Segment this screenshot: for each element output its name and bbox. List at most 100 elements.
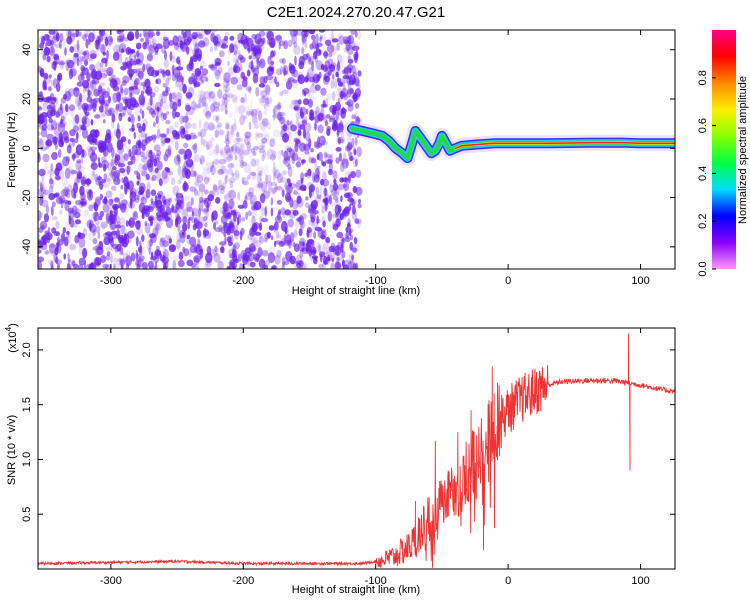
spectrogram-point — [236, 216, 240, 226]
spectrogram-point — [93, 201, 97, 211]
spectrogram-point — [38, 124, 45, 130]
spectrogram-point — [351, 247, 358, 253]
spectrogram-point — [141, 208, 147, 215]
spectrogram-point — [230, 76, 238, 85]
spectrogram-point — [228, 189, 236, 200]
spectrogram-point — [253, 116, 258, 124]
spectrogram-point — [76, 170, 83, 180]
spectrogram-point — [231, 94, 238, 103]
spectrogram-point — [49, 83, 54, 93]
spectrogram-point — [331, 30, 334, 41]
spectrogram-point — [323, 255, 327, 265]
spectrogram-point — [141, 156, 147, 163]
spectrogram-point — [246, 37, 254, 48]
spectrogram-point — [238, 61, 243, 72]
spectrogram-point — [211, 161, 215, 169]
spectrogram-point — [114, 215, 121, 223]
spectrogram-point — [222, 93, 228, 100]
spectrogram-point — [193, 255, 201, 263]
spectrogram-point — [228, 248, 235, 259]
spectrogram-point — [258, 186, 266, 195]
spectrogram-point — [75, 95, 81, 107]
spectrogram-point — [168, 238, 172, 244]
spectrogram-point — [149, 95, 153, 106]
spectrogram-point — [197, 89, 205, 101]
spectrogram-point — [189, 186, 197, 192]
spectrogram-point — [45, 34, 50, 40]
spectrogram-point — [336, 231, 344, 239]
spectrogram-point — [76, 81, 84, 87]
spectrogram-point — [176, 56, 181, 65]
spectrogram-point — [141, 139, 148, 147]
spectrogram-point — [208, 90, 216, 100]
spectrogram-point — [156, 156, 159, 162]
spectrogram-point — [189, 170, 197, 178]
spectrogram-point — [43, 46, 51, 56]
spectrogram-point — [219, 188, 225, 195]
spectrogram-point — [321, 159, 324, 166]
spectrogram-point — [324, 53, 329, 63]
spectrogram-point — [177, 165, 182, 176]
spectrogram-point — [307, 57, 312, 66]
spectrogram-point — [314, 55, 318, 63]
spectrogram-point — [149, 53, 155, 60]
spectrogram-point — [198, 207, 201, 218]
spectrogram-point — [84, 85, 90, 92]
spectrogram-point — [231, 123, 237, 132]
spectrogram-point — [191, 207, 199, 217]
spectrogram-point — [184, 134, 192, 140]
spectrogram-point — [117, 54, 123, 64]
spectrogram-point — [336, 136, 344, 144]
spectrogram-point — [255, 86, 260, 97]
spectrogram-point — [99, 82, 105, 87]
spectrogram-point — [106, 251, 111, 256]
spectrogram-point — [199, 128, 207, 138]
spectrogram-point — [230, 146, 235, 152]
spectrogram-point — [194, 42, 200, 54]
spectrogram-point — [82, 118, 86, 125]
spectrogram-point — [214, 159, 222, 169]
spectrogram-point — [107, 161, 112, 171]
spectrogram-point — [339, 237, 346, 242]
y-tick-label: 20 — [21, 93, 33, 105]
spectrogram-point — [221, 96, 225, 106]
spectrogram-point — [50, 79, 56, 85]
spectrogram-point — [214, 69, 222, 77]
spectrogram-point — [223, 222, 229, 234]
spectrogram-point — [281, 187, 285, 193]
spectrogram-point — [310, 246, 317, 256]
spectrogram-point — [191, 210, 195, 217]
spectrogram-point — [128, 217, 136, 229]
spectrogram-point — [273, 240, 277, 248]
spectrogram-point — [309, 109, 314, 117]
spectrogram-point — [133, 131, 137, 139]
spectrogram-point — [248, 151, 254, 160]
spectrogram-point — [156, 121, 160, 128]
spectrogram-point — [209, 165, 213, 173]
x-tick-label: 100 — [631, 575, 649, 587]
spectrogram-point — [70, 169, 78, 175]
spectrogram-point — [225, 134, 229, 142]
spectrogram-point — [53, 62, 57, 71]
spectrogram-point — [308, 116, 315, 121]
spectrogram-point — [106, 49, 109, 60]
x-tick-label: 0 — [505, 275, 511, 287]
spectrogram-point — [196, 174, 203, 184]
spectrogram-point — [74, 151, 80, 159]
spectrogram-point — [84, 33, 88, 38]
spectrogram-point — [81, 149, 85, 158]
spectrogram-point — [112, 257, 119, 263]
spectrogram-point — [325, 39, 332, 46]
spectrogram-point — [215, 116, 219, 124]
spectrogram-point — [146, 184, 149, 195]
spectrogram-point — [336, 252, 344, 262]
spectrogram-point — [73, 208, 81, 213]
spectrogram-point — [228, 153, 233, 159]
spectrogram-point — [138, 132, 146, 141]
spectrogram-point — [273, 169, 281, 179]
spectrogram-point — [205, 30, 209, 35]
spectrogram-point — [185, 92, 193, 99]
spectrogram-point — [192, 152, 197, 162]
spectrogram-point — [307, 67, 315, 78]
spectrogram-point — [138, 163, 145, 173]
